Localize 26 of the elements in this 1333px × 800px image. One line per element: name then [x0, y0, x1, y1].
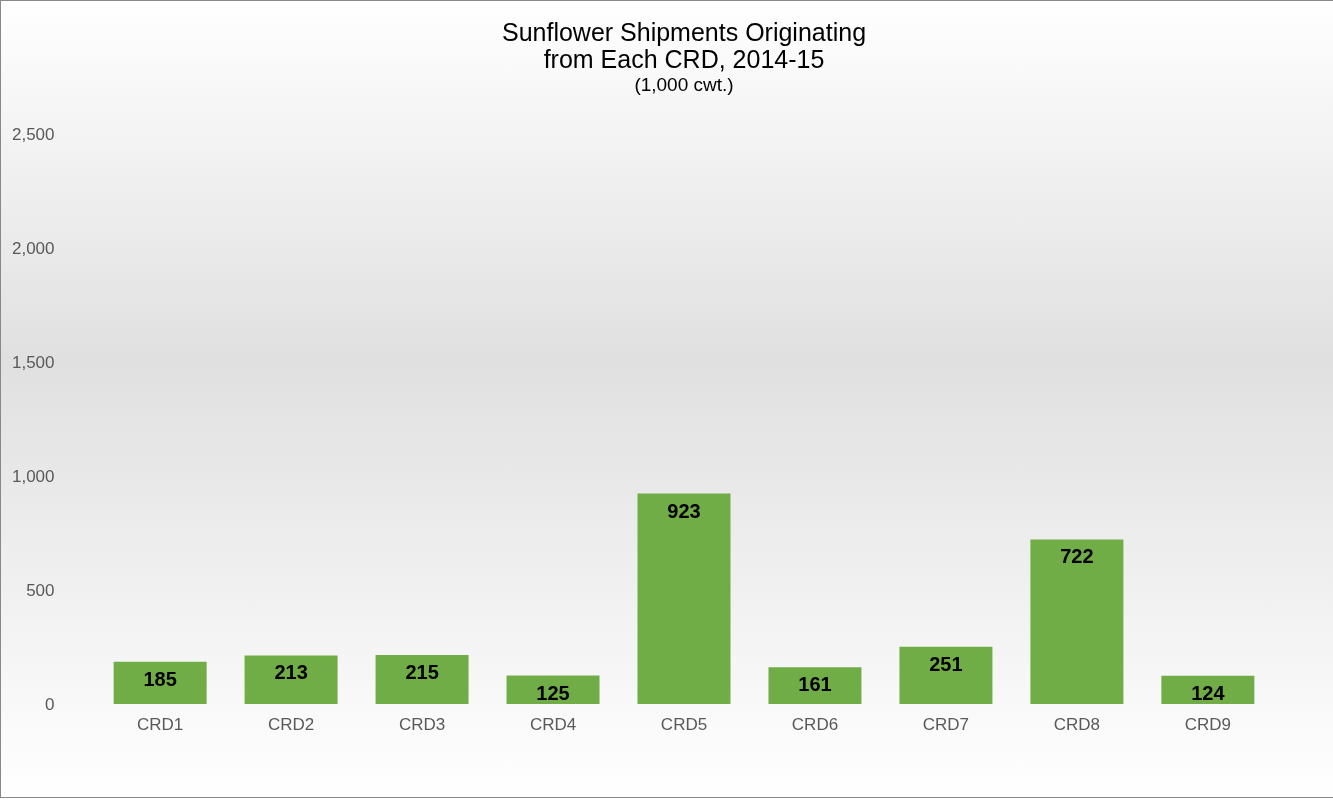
x-tick-label: CRD1: [136, 714, 184, 734]
x-tick-label: CRD9: [1184, 714, 1232, 734]
y-tick-label: 0: [45, 694, 55, 714]
y-tick-label: 1,000: [11, 466, 55, 486]
y-tick-label: 500: [26, 580, 55, 600]
data-label: 215: [405, 660, 439, 683]
data-label: 213: [274, 661, 308, 684]
x-tick-label: CRD7: [922, 714, 970, 734]
data-label: 124: [1191, 681, 1226, 704]
y-tick-label: 2,000: [11, 238, 55, 258]
data-label: 125: [536, 681, 570, 704]
x-tick-label: CRD2: [267, 714, 315, 734]
x-tick-label: CRD6: [791, 714, 839, 734]
y-tick-label: 1,500: [11, 352, 55, 372]
x-tick-label: CRD8: [1053, 714, 1101, 734]
y-tick-label: 2,500: [11, 124, 55, 144]
x-tick-label: CRD4: [529, 714, 577, 734]
data-label: 185: [143, 667, 177, 690]
chart-title: Sunflower Shipments Originating from Each CRD, 2014-15: [501, 18, 867, 73]
data-label: 923: [667, 499, 701, 522]
x-tick-label: CRD5: [660, 714, 708, 734]
data-label: 722: [1060, 545, 1094, 568]
data-label: 161: [798, 673, 832, 696]
data-label: 251: [929, 652, 963, 675]
x-tick-label: CRD3: [398, 714, 446, 734]
chart-subtitle: (1,000 cwt.): [634, 74, 734, 95]
